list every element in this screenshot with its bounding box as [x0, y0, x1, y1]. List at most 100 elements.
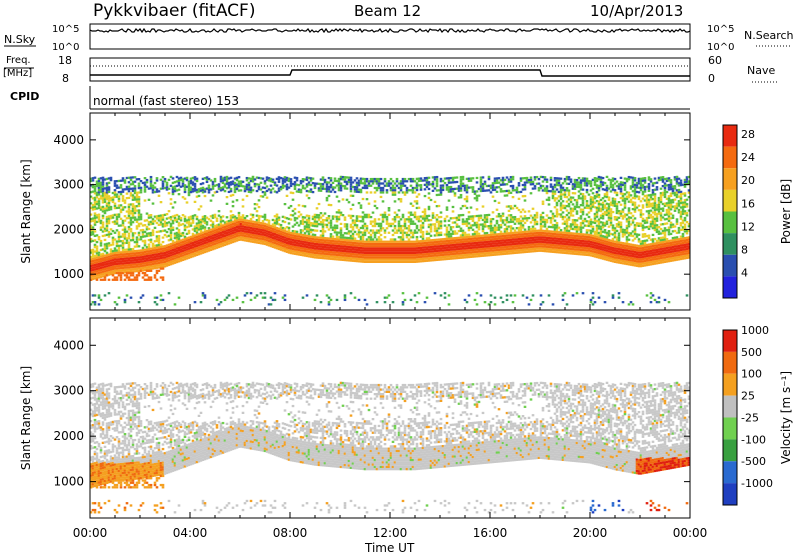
power-cell	[435, 245, 439, 248]
power-cell	[105, 274, 109, 277]
power-cell	[453, 239, 457, 242]
power-cell	[289, 180, 293, 183]
power-cell	[263, 242, 267, 246]
power-cell	[423, 246, 427, 249]
power-cell	[175, 243, 179, 246]
power-cell	[401, 229, 405, 232]
power-cell	[499, 237, 503, 240]
power-cell	[403, 258, 407, 261]
power-cell	[389, 260, 393, 263]
power-cell	[205, 178, 209, 181]
power-cell	[199, 189, 203, 192]
power-cell	[227, 222, 231, 225]
power-cell	[169, 175, 173, 179]
power-cell	[149, 247, 153, 250]
power-cell	[463, 204, 467, 208]
power-cell	[325, 217, 329, 220]
power-cell	[517, 222, 521, 225]
power-cell	[531, 294, 535, 297]
power-cell	[155, 255, 159, 258]
power-cell	[139, 265, 143, 268]
power-cell	[143, 241, 147, 245]
power-cell	[237, 189, 241, 192]
power-cell	[515, 238, 519, 241]
power-cell	[95, 220, 99, 224]
power-cell	[403, 251, 407, 255]
power-cell	[277, 178, 281, 181]
power-cell	[327, 214, 331, 218]
power-cell	[135, 252, 139, 255]
power-cell	[533, 245, 537, 248]
power-cell	[153, 186, 157, 189]
power-cell	[467, 255, 471, 259]
power-cell	[145, 178, 149, 182]
power-cell	[393, 251, 397, 255]
power-cell	[167, 210, 171, 213]
power-cell	[523, 217, 527, 220]
power-cell	[357, 240, 361, 243]
power-cell	[401, 231, 405, 234]
power-cell	[407, 220, 411, 223]
power-cell	[237, 176, 241, 179]
power-cell	[113, 220, 117, 223]
power-cell	[445, 237, 449, 240]
power-cell	[127, 278, 131, 281]
power-cell	[449, 241, 453, 245]
power-cell	[351, 250, 355, 253]
power-cell	[131, 209, 135, 213]
power-cell	[283, 234, 287, 237]
power-cell	[165, 183, 169, 187]
power-cell	[333, 228, 337, 232]
power-cell	[367, 256, 371, 259]
power-cell	[123, 257, 127, 260]
power-cell	[495, 186, 499, 189]
power-cell	[369, 240, 373, 243]
power-cell	[89, 238, 93, 241]
power-cell	[313, 224, 317, 228]
power-cell	[183, 255, 187, 259]
power-cell	[137, 249, 141, 252]
power-cell	[415, 258, 419, 261]
power-cell	[131, 221, 135, 224]
power-cell	[315, 243, 319, 246]
power-cell	[543, 234, 547, 237]
power-cell	[367, 180, 371, 183]
power-cell	[359, 226, 363, 230]
power-cell	[295, 235, 299, 238]
power-cell	[309, 251, 313, 254]
power-cell	[509, 229, 513, 233]
power-cell	[511, 234, 515, 237]
power-cell	[249, 238, 253, 241]
power-cell	[139, 267, 143, 270]
power-cell	[119, 264, 123, 267]
power-cell	[159, 265, 163, 269]
power-cell	[475, 292, 479, 295]
power-cell	[183, 235, 187, 238]
power-cell	[97, 253, 101, 257]
power-cell	[111, 265, 115, 269]
power-cell	[153, 240, 157, 243]
power-cell	[137, 195, 141, 199]
power-cell	[117, 206, 121, 209]
power-cell	[125, 276, 129, 279]
power-cell	[121, 253, 125, 256]
power-cell	[105, 253, 109, 257]
power-cell	[331, 217, 335, 220]
power-cell	[315, 249, 319, 252]
power-cell	[389, 240, 393, 243]
power-cell	[493, 296, 497, 299]
power-cell	[489, 301, 493, 304]
power-cell	[429, 225, 433, 228]
power-cell	[139, 215, 143, 219]
power-cell	[269, 240, 273, 243]
power-cell	[325, 241, 329, 244]
power-cell	[125, 257, 129, 260]
power-cell	[121, 190, 125, 193]
power-cell	[459, 180, 463, 183]
power-cell	[383, 180, 387, 183]
power-cell	[153, 264, 157, 268]
power-cell	[145, 234, 149, 238]
power-cell	[365, 177, 369, 181]
power-cell	[307, 183, 311, 186]
power-cell	[361, 251, 365, 254]
